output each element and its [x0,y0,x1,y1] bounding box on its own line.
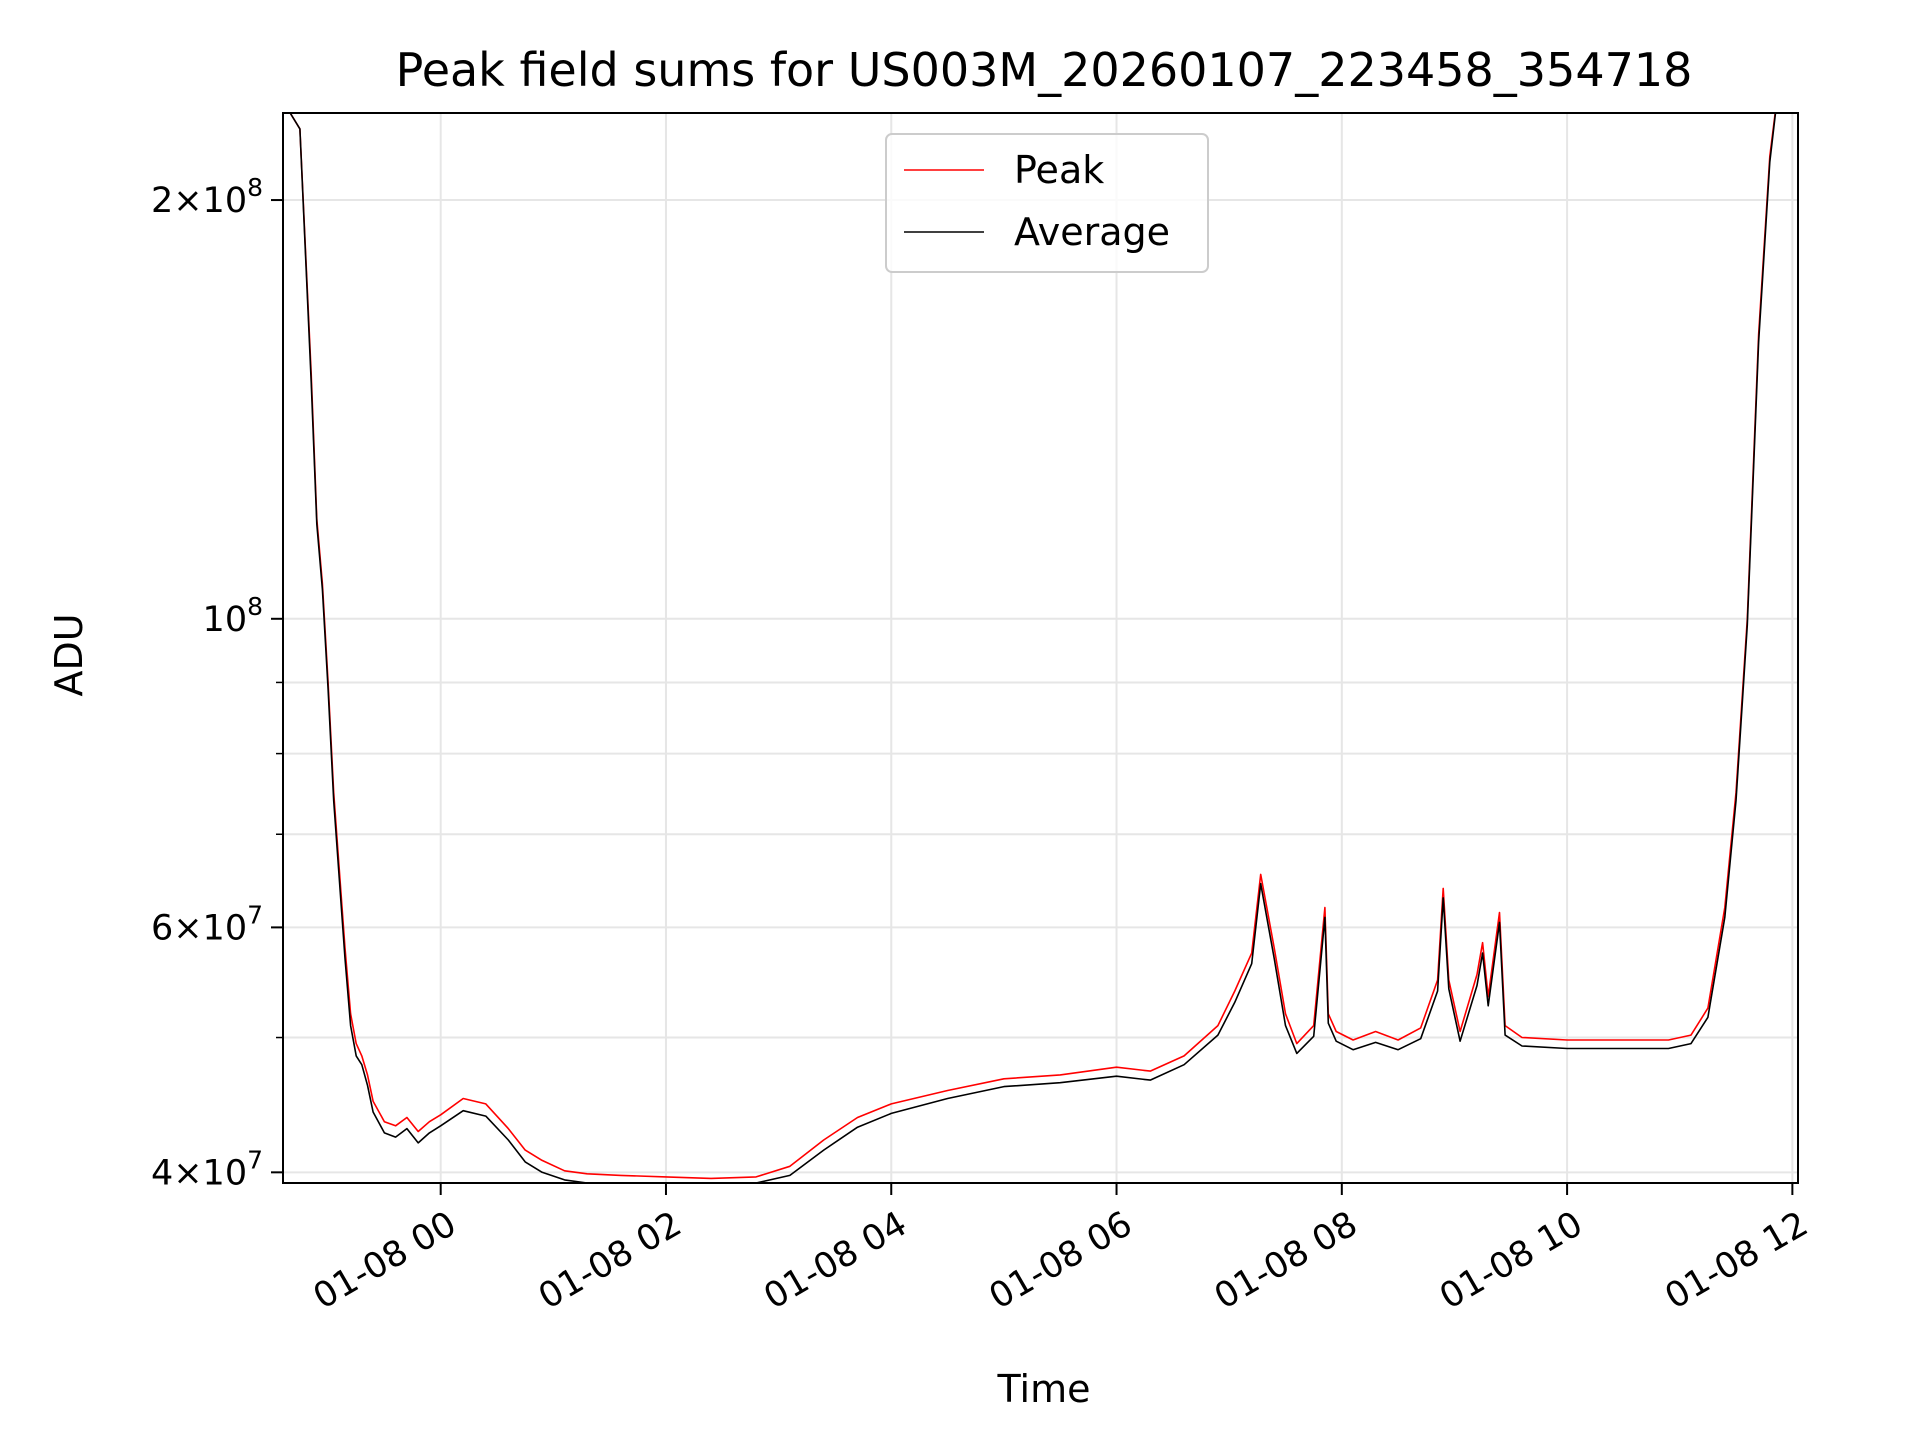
legend-label-average: Average [1014,210,1170,254]
y-axis-label: ADU [47,613,91,696]
x-axis-label: Time [997,1367,1091,1411]
plot-frame [282,112,1799,1184]
legend-label-peak: Peak [1014,148,1104,192]
y-tick-label: 2×108 [151,173,263,221]
chart-title: Peak field sums for US003M_20260107_2234… [396,43,1693,97]
legend: Peak Average [885,133,1209,273]
series-line-average [289,113,1777,1183]
series-group [289,113,1777,1183]
y-tick-label: 4×107 [151,1145,263,1193]
legend-frame [885,133,1209,273]
y-tick-label: 108 [203,592,263,640]
y-tick-label: 6×107 [151,900,263,948]
